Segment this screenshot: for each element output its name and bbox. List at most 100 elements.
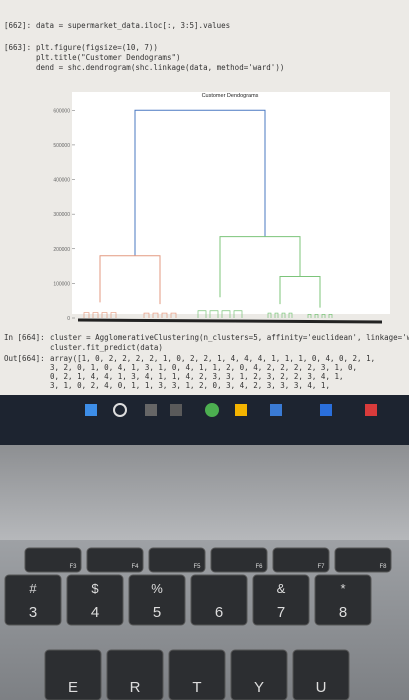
app-icon	[145, 404, 157, 416]
dendrogram-link	[134, 109, 266, 256]
key-label: Y	[254, 679, 264, 696]
y-tick-label: 600000	[53, 108, 70, 114]
bezel	[0, 445, 409, 540]
leaf-link	[170, 312, 177, 318]
key	[210, 547, 268, 573]
key	[86, 547, 144, 573]
y-tick-label: 0	[67, 316, 70, 322]
key	[4, 574, 62, 626]
code-line: cluster.fit_predict(data)	[50, 343, 163, 352]
key-label: F7	[317, 564, 325, 570]
y-tick-label: 200000	[53, 247, 70, 253]
dendrogram-link	[219, 236, 301, 298]
leaf-link	[221, 310, 231, 318]
output-line: array([1, 0, 2, 2, 2, 2, 1, 0, 2, 2, 1, …	[50, 354, 375, 363]
key-label: 3	[29, 604, 37, 621]
code-line: cluster = AgglomerativeClustering(n_clus…	[50, 333, 409, 342]
leaf-link	[110, 312, 117, 318]
key	[24, 547, 82, 573]
notebook: [662]: data = supermarket_data.iloc[:, 3:…	[4, 21, 409, 390]
output-line: 3, 1, 0, 2, 4, 0, 1, 1, 3, 3, 1, 2, 0, 3…	[50, 381, 330, 390]
key	[334, 547, 392, 573]
key	[106, 649, 164, 700]
chart-title: Customer Dendograms	[202, 93, 259, 99]
leaf-link	[209, 310, 219, 318]
key-label: T	[192, 679, 201, 696]
key	[190, 574, 248, 626]
y-tick-label: 300000	[53, 212, 70, 218]
leaf-link	[314, 314, 319, 318]
key-label: 8	[339, 604, 347, 621]
key-label: 5	[153, 604, 161, 621]
key	[292, 649, 350, 700]
code-line: plt.title("Customer Dendograms")	[36, 53, 181, 62]
folder-icon	[235, 404, 247, 416]
key-top-label: $	[91, 581, 99, 596]
output-line: 3, 2, 0, 1, 0, 4, 1, 3, 1, 0, 4, 1, 1, 2…	[50, 363, 357, 372]
key	[168, 649, 226, 700]
dendrogram-link	[279, 275, 321, 308]
y-tick-label: 500000	[53, 143, 70, 149]
output-prompt: Out[664]:	[4, 354, 45, 363]
leaf-link	[328, 314, 333, 318]
code-line: dend = shc.dendrogram(shc.linkage(data, …	[36, 63, 284, 72]
cell-prompt: [663]:	[4, 43, 31, 52]
code-line: plt.figure(figsize=(10, 7))	[36, 43, 158, 52]
output-line: 0, 2, 1, 4, 4, 1, 3, 4, 1, 1, 4, 2, 3, 3…	[50, 372, 344, 381]
chrome-icon	[205, 403, 219, 417]
y-tick-label: 100000	[53, 281, 70, 287]
key-top-label: &	[277, 581, 286, 596]
leaf-link	[233, 310, 243, 318]
dendrogram-link	[99, 255, 161, 305]
leaf-link	[143, 312, 150, 318]
search-icon	[113, 403, 127, 417]
key-top-label: #	[29, 581, 37, 596]
app-icon	[270, 404, 282, 416]
key-top-label: *	[340, 581, 345, 596]
leaf-link	[288, 312, 293, 318]
plot-area	[72, 92, 390, 314]
app-icon	[170, 404, 182, 416]
leaf-link	[83, 312, 90, 318]
key-label: F4	[131, 564, 139, 570]
key-label: U	[316, 679, 327, 696]
key	[252, 574, 310, 626]
key	[272, 547, 330, 573]
key-label: 7	[277, 604, 285, 621]
app-icon	[365, 404, 377, 416]
key	[148, 547, 206, 573]
key-label: F3	[69, 564, 77, 570]
leaf-link	[92, 312, 99, 318]
leaf-link	[267, 312, 272, 318]
leaf-link	[281, 312, 286, 318]
taskbar	[0, 395, 409, 445]
y-tick-label: 400000	[53, 178, 70, 184]
key-label: 6	[215, 604, 223, 621]
leaf-axis	[77, 318, 383, 324]
leaf-link	[152, 312, 159, 318]
start-icon	[85, 404, 97, 416]
leaf-link	[161, 312, 168, 318]
key-label: F8	[379, 564, 387, 570]
leaf-link	[307, 314, 312, 318]
key-label: F5	[193, 564, 201, 570]
dendrogram-chart: Customer Dendograms 0 100000 200000 300000 4…	[53, 92, 390, 324]
key	[66, 574, 124, 626]
leaf-link	[101, 312, 108, 318]
keys: F3 F4 F5 F6 F7 F8 #3 $4% 5 6 & 7 * 8 E R T Y U	[4, 547, 392, 700]
key-label: E	[68, 679, 78, 696]
cell-prompt: [662]:	[4, 21, 31, 30]
code-line: data = supermarket_data.iloc[:, 3:5].val…	[36, 21, 230, 30]
key-label: R	[130, 679, 141, 696]
app-icon	[320, 404, 332, 416]
key	[230, 649, 288, 700]
key-label: F6	[255, 564, 263, 570]
cell-prompt: In [664]:	[4, 333, 45, 342]
key-top-label: %	[151, 581, 163, 596]
leaf-link	[197, 310, 207, 318]
key	[314, 574, 372, 626]
leaf-link	[321, 314, 326, 318]
key	[44, 649, 102, 700]
key-label: 4	[91, 604, 99, 621]
